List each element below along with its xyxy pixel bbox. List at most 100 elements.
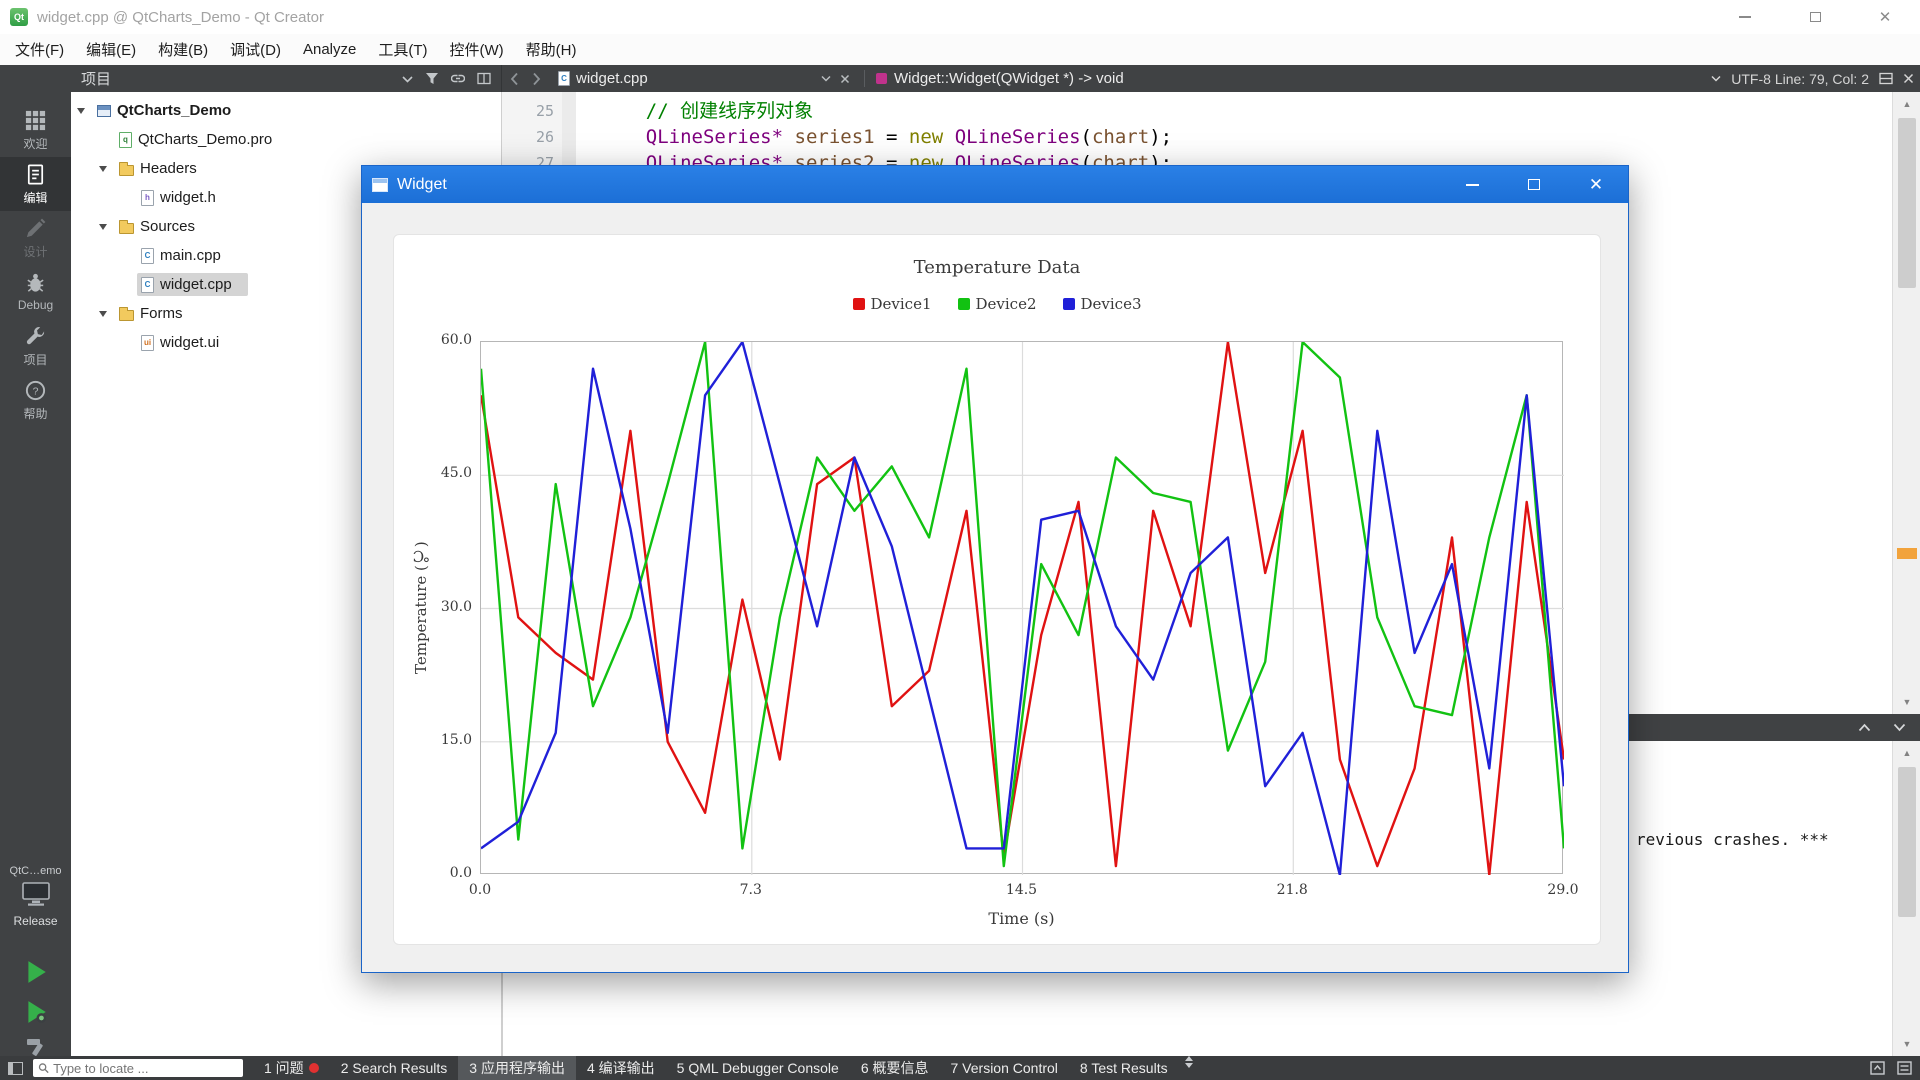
collapse-pane-icon[interactable] xyxy=(1893,723,1906,732)
current-symbol-text: Widget::Widget(QWidget *) -> void xyxy=(894,70,1124,87)
pane-issues[interactable]: 1 问题 xyxy=(253,1056,330,1080)
qt-creator-window: Qt widget.cpp @ QtCharts_Demo - Qt Creat… xyxy=(0,0,1920,1080)
output-scrollbar[interactable]: ▲ ▼ xyxy=(1892,741,1920,1056)
split-editor-icon[interactable] xyxy=(1879,72,1893,85)
cpp-file-icon: C xyxy=(141,248,154,264)
pane-search-results[interactable]: 2 Search Results xyxy=(330,1056,459,1080)
forward-arrow-icon[interactable] xyxy=(532,65,541,92)
line-number: 25 xyxy=(502,98,554,124)
editor-toolbar: C widget.cpp Widget::Widget(QWidget *) -… xyxy=(502,65,1920,92)
scroll-down-icon[interactable]: ▼ xyxy=(1893,1032,1920,1056)
widget-window-title: Widget xyxy=(397,176,447,194)
split-icon[interactable] xyxy=(477,72,491,85)
maximize-pane-icon[interactable] xyxy=(1858,723,1871,732)
mode-help[interactable]: ? 帮助 xyxy=(0,373,71,427)
code-line[interactable]: 25 // 创建线序列对象 xyxy=(502,98,1890,124)
widget-close-button[interactable]: ✕ xyxy=(1572,166,1620,203)
open-document-selector[interactable]: C widget.cpp xyxy=(558,65,858,92)
folder-icon xyxy=(119,223,134,234)
menu-file[interactable]: 文件(F) xyxy=(4,34,75,65)
pane-selector-arrows-icon[interactable] xyxy=(1185,1056,1193,1080)
menu-help[interactable]: 帮助(H) xyxy=(515,34,588,65)
scroll-down-icon[interactable]: ▼ xyxy=(1893,690,1920,714)
close-document-icon[interactable] xyxy=(840,74,850,84)
kit-selector[interactable]: QtC…emo Release xyxy=(0,865,71,928)
mode-welcome[interactable]: 欢迎 xyxy=(0,103,71,157)
minimize-button[interactable] xyxy=(1710,0,1780,34)
link-with-editor-icon[interactable] xyxy=(451,72,465,85)
debug-run-button[interactable] xyxy=(0,998,71,1026)
chart-plot-area xyxy=(480,341,1563,874)
mode-debug[interactable]: Debug xyxy=(0,265,71,319)
chevron-down-icon[interactable] xyxy=(402,75,413,83)
code-line[interactable]: 26 QLineSeries* series1 = new QLineSerie… xyxy=(502,124,1890,150)
mode-sidebar: 欢迎 编辑 设计 Debug 项目 ? 帮助 xyxy=(0,65,71,1056)
statusbar: 1 问题 2 Search Results 3 应用程序输出 4 编译输出 5 … xyxy=(0,1056,1920,1080)
run-button[interactable] xyxy=(0,958,71,986)
maximize-button[interactable] xyxy=(1780,0,1850,34)
pane-application-output[interactable]: 3 应用程序输出 xyxy=(458,1056,576,1080)
tree-item-project-root[interactable]: QtCharts_Demo xyxy=(71,96,501,125)
pane-label: 3 应用程序输出 xyxy=(469,1058,565,1078)
legend-item-device1[interactable]: Device1 xyxy=(853,295,932,313)
x-tick-label: 0.0 xyxy=(445,882,515,898)
widget-maximize-button[interactable] xyxy=(1510,166,1558,203)
search-icon xyxy=(38,1062,49,1074)
encoding-dropdown-icon[interactable] xyxy=(1711,75,1721,82)
symbol-selector[interactable]: Widget::Widget(QWidget *) -> void xyxy=(876,70,1124,87)
pane-compile-output[interactable]: 4 编译输出 xyxy=(576,1056,666,1080)
locator-box[interactable] xyxy=(33,1059,243,1077)
toggle-sidebar-icon[interactable] xyxy=(8,1062,23,1075)
debug-bug-icon xyxy=(24,272,47,295)
pane-test-results[interactable]: 8 Test Results xyxy=(1069,1056,1179,1080)
sidebar-pane-header: 项目 xyxy=(71,65,502,92)
scroll-up-icon[interactable]: ▲ xyxy=(1893,741,1920,765)
chart-legend: Device1 Device2 Device3 xyxy=(394,295,1600,313)
menu-tools[interactable]: 工具(T) xyxy=(367,34,438,65)
menu-build[interactable]: 构建(B) xyxy=(147,34,219,65)
close-button[interactable]: ✕ xyxy=(1850,0,1920,34)
x-tick-label: 14.5 xyxy=(987,882,1057,898)
close-split-icon[interactable] xyxy=(1903,73,1914,84)
pane-general-messages[interactable]: 6 概要信息 xyxy=(850,1056,940,1080)
menu-analyze[interactable]: Analyze xyxy=(292,34,367,65)
widget-app-window[interactable]: Widget ✕ Temperature Data Device1 Device… xyxy=(361,165,1629,973)
mode-projects[interactable]: 项目 xyxy=(0,319,71,373)
legend-item-device2[interactable]: Device2 xyxy=(958,295,1037,313)
scroll-up-icon[interactable]: ▲ xyxy=(1893,92,1920,116)
menu-edit[interactable]: 编辑(E) xyxy=(75,34,147,65)
document-dropdown-icon[interactable] xyxy=(821,75,831,82)
mode-edit[interactable]: 编辑 xyxy=(0,157,71,211)
editor-scrollbar-thumb[interactable] xyxy=(1898,118,1916,288)
pane-qml-debugger-console[interactable]: 5 QML Debugger Console xyxy=(666,1056,850,1080)
pane-label: 5 QML Debugger Console xyxy=(677,1060,839,1076)
pane-label: 8 Test Results xyxy=(1080,1060,1168,1076)
menu-window[interactable]: 控件(W) xyxy=(439,34,515,65)
filter-funnel-icon[interactable] xyxy=(425,72,439,85)
encoding-cursor-info: UTF-8 Line: 79, Col: 2 xyxy=(1731,71,1869,87)
chevron-expanded-icon[interactable] xyxy=(99,311,107,317)
chevron-expanded-icon[interactable] xyxy=(77,108,85,114)
editor-scrollbar[interactable]: ▲ ▼ xyxy=(1892,92,1920,714)
legend-marker-blue xyxy=(1063,298,1075,310)
widget-titlebar[interactable]: Widget ✕ xyxy=(362,166,1628,203)
progress-details-icon[interactable] xyxy=(1897,1061,1912,1075)
output-scrollbar-thumb[interactable] xyxy=(1898,767,1916,917)
design-pencil-icon xyxy=(24,217,47,240)
menu-debug[interactable]: 调试(D) xyxy=(219,34,292,65)
back-arrow-icon[interactable] xyxy=(510,65,519,92)
chevron-expanded-icon[interactable] xyxy=(99,166,107,172)
build-button[interactable] xyxy=(0,1036,71,1058)
mode-design: 设计 xyxy=(0,211,71,265)
locator-input[interactable] xyxy=(53,1061,238,1076)
chevron-expanded-icon[interactable] xyxy=(99,224,107,230)
x-tick-label: 21.8 xyxy=(1257,882,1327,898)
pane-label: 2 Search Results xyxy=(341,1060,448,1076)
pane-version-control[interactable]: 7 Version Control xyxy=(940,1056,1069,1080)
widget-minimize-button[interactable] xyxy=(1448,166,1496,203)
issues-badge xyxy=(309,1063,319,1073)
expand-output-icon[interactable] xyxy=(1870,1061,1885,1075)
tree-item-pro-file[interactable]: qQtCharts_Demo.pro xyxy=(71,125,501,154)
legend-item-device3[interactable]: Device3 xyxy=(1063,295,1142,313)
welcome-grid-icon xyxy=(24,109,47,132)
